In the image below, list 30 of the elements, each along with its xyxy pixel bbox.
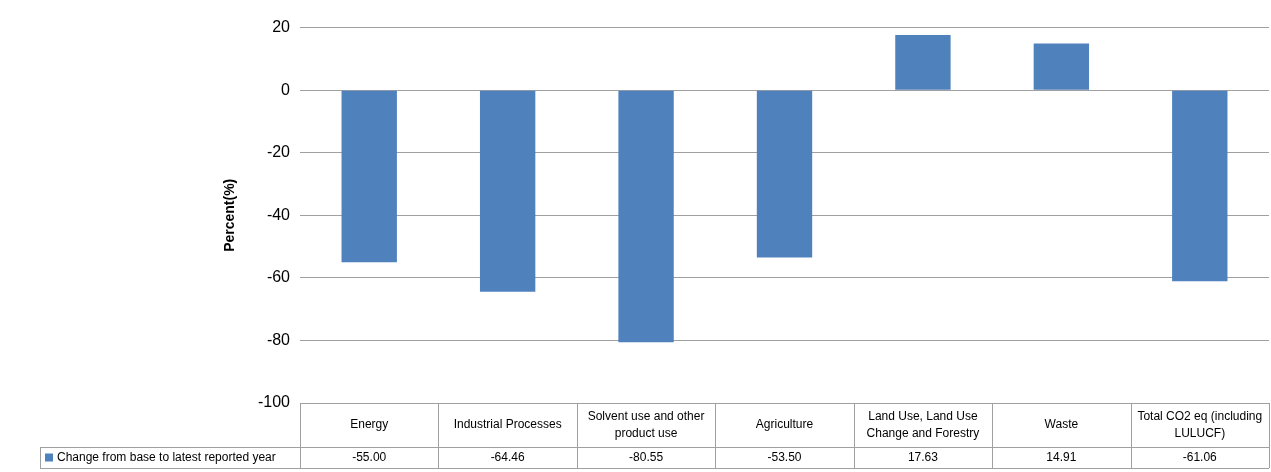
bar bbox=[341, 90, 397, 263]
x-tick-label: Waste bbox=[1044, 417, 1079, 432]
bar bbox=[895, 35, 951, 90]
bar bbox=[1033, 43, 1090, 90]
data-label: 17.63 bbox=[907, 449, 939, 464]
x-tick-label: Energy bbox=[350, 417, 389, 432]
bar bbox=[756, 90, 813, 258]
legend-label: Change from base to latest reported year bbox=[57, 449, 276, 464]
y-tick-label: 20 bbox=[272, 18, 291, 36]
y-tick-label: -80 bbox=[266, 330, 291, 348]
bar bbox=[618, 90, 674, 343]
bar bbox=[1172, 90, 1228, 282]
x-tick-label: Land Use, Land Use Change and Forestry bbox=[866, 408, 980, 440]
y-tick-label: -40 bbox=[266, 205, 291, 223]
x-tick-label: Industrial Processes bbox=[453, 417, 562, 432]
x-tick-label: Agriculture bbox=[755, 417, 814, 432]
x-tick-label: Total CO2 eq (including LULUCF) bbox=[1137, 408, 1263, 440]
data-label: 14.91 bbox=[1046, 449, 1077, 464]
y-tick-label: -20 bbox=[266, 143, 291, 161]
data-label: -64.46 bbox=[490, 449, 525, 464]
data-label: -61.06 bbox=[1182, 449, 1218, 464]
y-axis-title: Percent(%) bbox=[220, 178, 237, 252]
data-label: -55.00 bbox=[352, 449, 387, 464]
bar bbox=[479, 90, 536, 292]
data-label: -53.50 bbox=[767, 449, 802, 464]
data-label: -80.55 bbox=[629, 449, 664, 464]
x-tick-label: Solvent use and other product use bbox=[587, 408, 705, 440]
y-tick-label: 0 bbox=[281, 80, 291, 98]
y-tick-label: -60 bbox=[266, 268, 291, 286]
y-tick-label: -100 bbox=[257, 393, 291, 411]
